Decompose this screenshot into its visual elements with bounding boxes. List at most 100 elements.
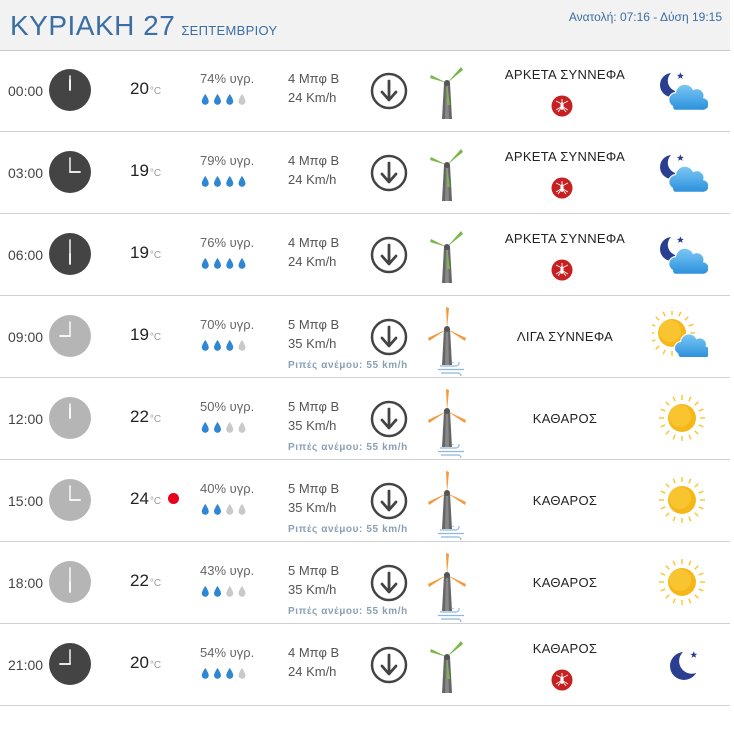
time-label: 18:00 (8, 575, 44, 591)
humidity-label: 70% υγρ. (200, 317, 255, 332)
wind-gust-label: Ριπές ανέμου: 55 km/h (288, 360, 408, 371)
mosquito-icon (551, 177, 573, 199)
weather-moon-icon (670, 648, 705, 680)
wind-speed: 35 Km/h (288, 500, 337, 515)
wind-gust-icon (438, 608, 464, 622)
weather-moon-cloud-icon (660, 70, 708, 112)
humidity-label: 79% υγρ. (200, 153, 255, 168)
forecast-row: 21:00 20°C 54% υγρ. 4 Μπφ Β 24 Km/h ΚΑΘΑΡΟΣ (0, 625, 730, 706)
wind-speed: 24 Km/h (288, 90, 337, 105)
mosquito-icon (551, 95, 573, 117)
temperature-value: 19 (130, 325, 149, 344)
temperature: 22°C (130, 571, 161, 591)
temperature: 19°C (130, 161, 161, 181)
wind-speed: 24 Km/h (288, 664, 337, 679)
weather-moon-cloud-icon (660, 152, 708, 194)
clock-icon (49, 397, 91, 439)
wind-gust-label: Ριπές ανέμου: 55 km/h (288, 524, 408, 535)
wind-beaufort: 5 Μπφ Β (288, 563, 340, 578)
temperature: 24°C (130, 489, 161, 509)
humidity-drops-icon (201, 339, 246, 351)
wind-info: 4 Μπφ Β 24 Km/h (288, 233, 339, 271)
clock-icon (49, 233, 91, 275)
wind-turbine-icon (428, 307, 466, 365)
temperature-value: 20 (130, 79, 149, 98)
sunrise-sunset: Ανατολή: 07:16 - Δύση 19:15 (568, 10, 722, 24)
humidity-label: 76% υγρ. (200, 235, 255, 250)
forecast-row: 09:00 19°C 70% υγρ. 5 Μπφ Β 35 Km/h Ριπές ανέ… (0, 297, 730, 378)
wind-beaufort: 4 Μπφ Β (288, 153, 340, 168)
wind-info: 5 Μπφ Β 35 Km/h (288, 315, 339, 353)
weather-sun-icon (659, 395, 705, 441)
mosquito-icon (551, 669, 573, 691)
time-label: 12:00 (8, 411, 44, 427)
time-label: 03:00 (8, 165, 44, 181)
clock-icon (49, 479, 91, 521)
wind-beaufort: 4 Μπφ Β (288, 645, 340, 660)
wind-beaufort: 4 Μπφ Β (288, 235, 340, 250)
wind-gust-icon (438, 362, 464, 376)
time-label: 00:00 (8, 83, 44, 99)
wind-speed: 35 Km/h (288, 418, 337, 433)
temperature-value: 19 (130, 161, 149, 180)
temperature: 20°C (130, 79, 161, 99)
humidity-drops-icon (201, 585, 246, 597)
wind-gust-icon (438, 526, 464, 540)
time-label: 21:00 (8, 657, 44, 673)
time-label: 06:00 (8, 247, 44, 263)
humidity-label: 43% υγρ. (200, 563, 255, 578)
temperature-value: 22 (130, 407, 149, 426)
wind-beaufort: 5 Μπφ Β (288, 317, 340, 332)
wind-info: 4 Μπφ Β 24 Km/h (288, 643, 339, 681)
wind-speed: 35 Km/h (288, 336, 337, 351)
wind-turbine-icon (430, 641, 463, 693)
month-label: ΣΕΠΤΕΜΒΡΙΟΥ (181, 23, 278, 38)
forecast-row: 00:00 20°C 74% υγρ. 4 Μπφ Β 24 Km/h ΑΡΚΕΤΑ ΣΥ… (0, 51, 730, 132)
wind-info: 5 Μπφ Β 35 Km/h (288, 479, 339, 517)
temperature-value: 20 (130, 653, 149, 672)
humidity-drops-icon (201, 93, 246, 105)
wind-direction-arrow-icon (370, 72, 408, 110)
temperature: 20°C (130, 653, 161, 673)
wind-direction-arrow-icon (370, 318, 408, 356)
wind-direction-arrow-icon (370, 646, 408, 684)
clock-icon (49, 643, 91, 685)
forecast-row: 12:00 22°C 50% υγρ. 5 Μπφ Β 35 Km/h Ριπές ανέ… (0, 379, 730, 460)
condition-label: ΚΑΘΑΡΟΣ (532, 575, 598, 590)
day-label: ΚΥΡΙΑΚΗ 27 (10, 10, 176, 41)
temperature-unit: °C (149, 496, 162, 507)
wind-direction-arrow-icon (370, 236, 408, 274)
humidity-label: 74% υγρ. (200, 71, 255, 86)
wind-beaufort: 5 Μπφ Β (288, 481, 340, 496)
temperature-unit: °C (149, 660, 162, 671)
temperature: 19°C (130, 243, 161, 263)
clock-icon (49, 151, 91, 193)
condition-label: ΑΡΚΕΤΑ ΣΥΝΝΕΦΑ (504, 67, 626, 82)
wind-speed: 24 Km/h (288, 172, 337, 187)
wind-turbine-icon (428, 553, 466, 611)
temperature: 19°C (130, 325, 161, 345)
forecast-row: 03:00 19°C 79% υγρ. 4 Μπφ Β 24 Km/h ΑΡΚΕΤΑ ΣΥ… (0, 133, 730, 214)
forecast-row: 06:00 19°C 76% υγρ. 4 Μπφ Β 24 Km/h ΑΡΚΕΤΑ ΣΥ… (0, 215, 730, 296)
humidity-drops-icon (201, 175, 246, 187)
temperature: 22°C (130, 407, 161, 427)
humidity-label: 54% υγρ. (200, 645, 255, 660)
time-label: 15:00 (8, 493, 44, 509)
wind-turbine-icon (428, 471, 466, 529)
condition-label: ΑΡΚΕΤΑ ΣΥΝΝΕΦΑ (504, 231, 626, 246)
temperature-unit: °C (149, 168, 162, 179)
weather-sun-icon (659, 559, 705, 605)
temperature-unit: °C (149, 414, 162, 425)
wind-direction-arrow-icon (370, 400, 408, 438)
forecast-row: 15:00 24°C 40% υγρ. 5 Μπφ Β 35 Km/h Ριπές ανέ… (0, 461, 730, 542)
condition-label: ΚΑΘΑΡΟΣ (532, 411, 598, 426)
clock-icon (49, 561, 91, 603)
clock-icon (49, 69, 91, 111)
condition-label: ΚΑΘΑΡΟΣ (532, 493, 598, 508)
wind-info: 5 Μπφ Β 35 Km/h (288, 561, 339, 599)
wind-turbine-icon (430, 149, 463, 201)
humidity-drops-icon (201, 503, 246, 515)
wind-info: 4 Μπφ Β 24 Km/h (288, 69, 339, 107)
temperature-unit: °C (149, 86, 162, 97)
max-temp-dot (168, 493, 179, 504)
